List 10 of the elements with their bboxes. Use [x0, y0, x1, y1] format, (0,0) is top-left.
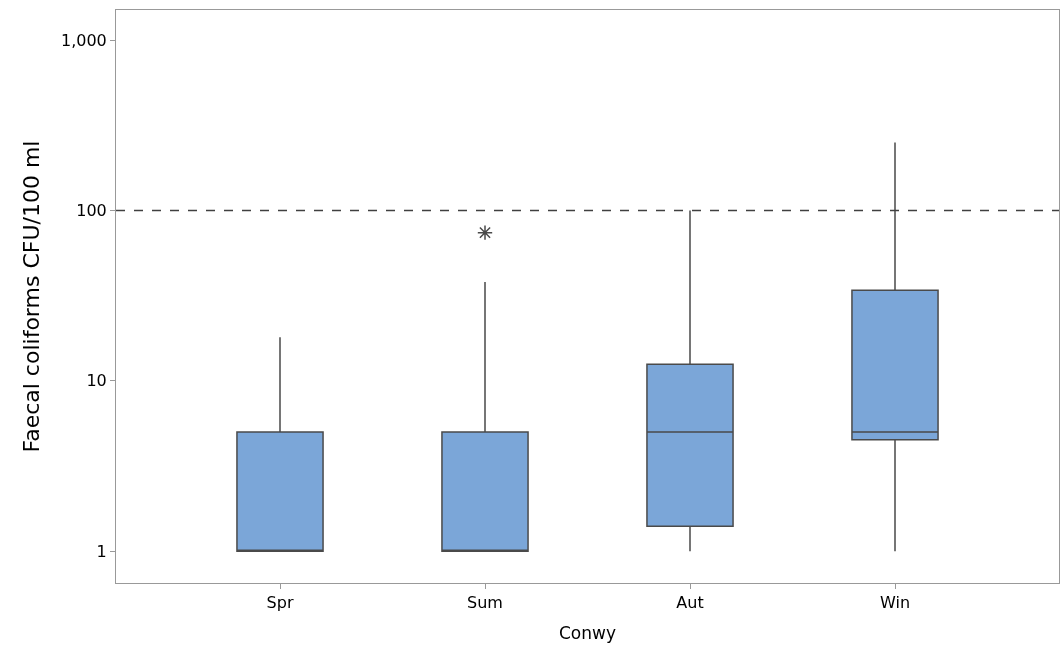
y-tick-label: 10 — [86, 371, 107, 391]
x-axis-title: Conwy — [558, 622, 617, 643]
x-tick-label: Sum — [467, 593, 503, 613]
y-tick-label: 100 — [76, 200, 107, 220]
x-tick-label: Win — [879, 593, 911, 613]
y-tick-label: 1,000 — [60, 30, 107, 50]
x-tick-label: Aut — [676, 593, 704, 613]
y-axis-title: Faecal coliforms CFU/100 ml — [18, 140, 44, 453]
x-tick-label: Spr — [266, 593, 294, 613]
y-tick-label: 1 — [96, 541, 107, 561]
